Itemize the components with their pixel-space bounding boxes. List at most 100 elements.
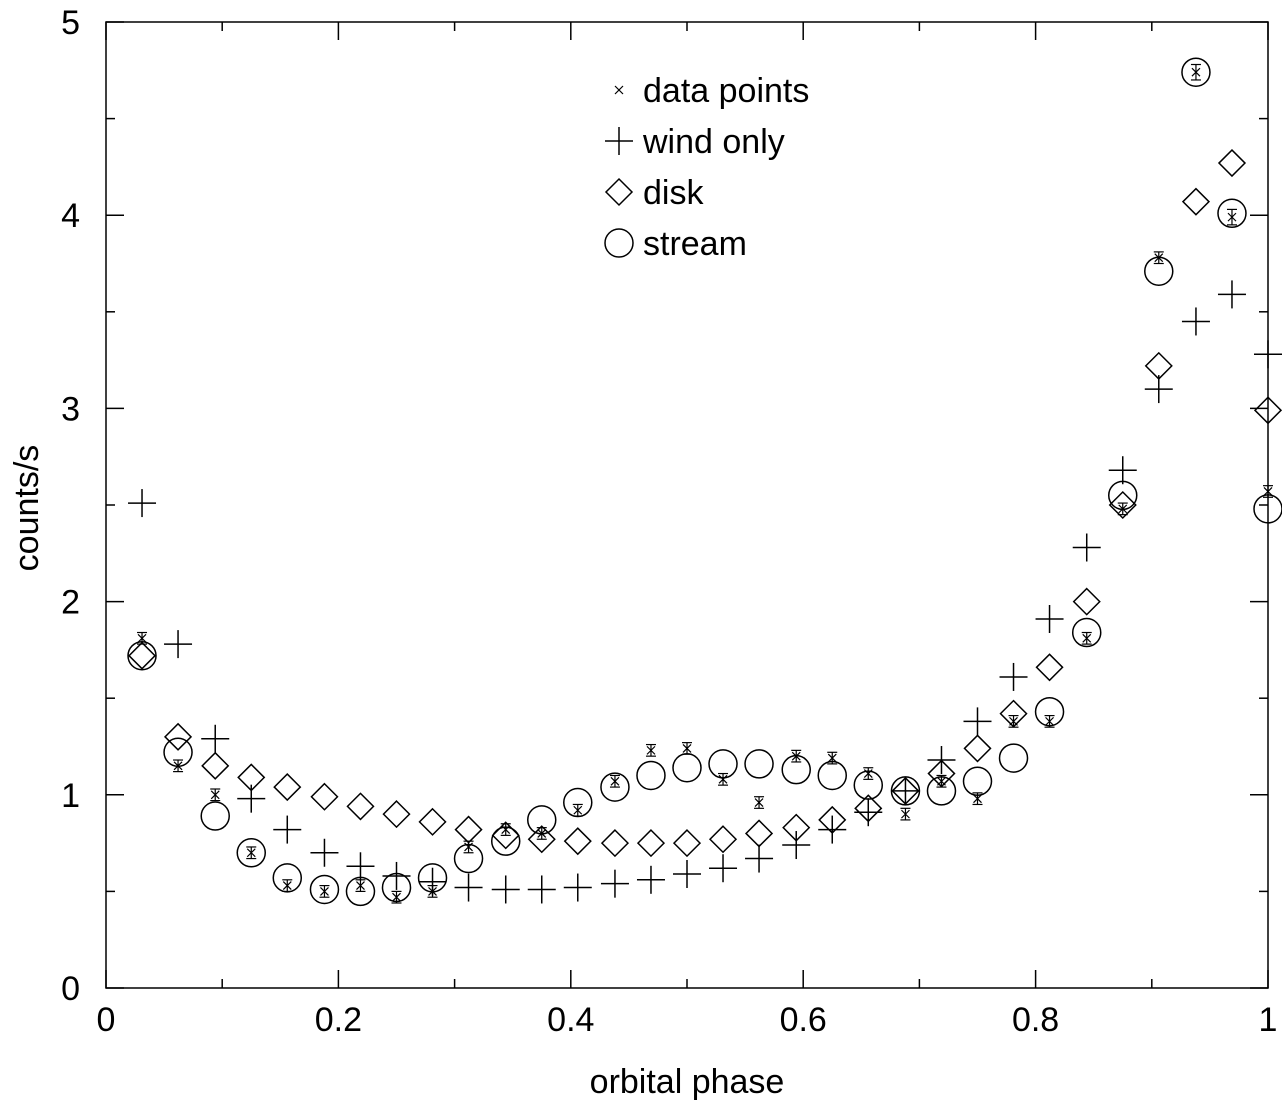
data-point: [963, 707, 992, 736]
data-point: [636, 829, 666, 858]
data-point: [309, 874, 340, 905]
data-point: [1144, 256, 1174, 286]
legend-item: data points: [614, 72, 809, 110]
diamond-shape: [163, 722, 193, 751]
circle-shape: [998, 743, 1029, 773]
data-point: [1071, 617, 1102, 648]
diamond-shape: [201, 751, 230, 780]
data-point: [273, 815, 302, 844]
circle-shape: [527, 805, 557, 835]
data-point: [1108, 490, 1137, 520]
data-point: [210, 788, 221, 802]
x-tick-label: 0.8: [1012, 1001, 1059, 1039]
diamond-shape: [418, 807, 447, 836]
series-wind-only: [128, 280, 1282, 904]
data-point: [491, 875, 520, 904]
data-point: [1217, 148, 1247, 178]
data-point: [745, 844, 774, 873]
data-point: [246, 846, 257, 860]
diamond-shape: [854, 794, 883, 823]
data-point: [417, 863, 448, 893]
y-tick-label: 2: [61, 584, 80, 622]
circle-shape: [600, 772, 630, 802]
diamond-shape: [672, 829, 702, 858]
data-point: [600, 869, 629, 898]
data-point: [319, 885, 330, 898]
data-point: [672, 753, 702, 783]
data-point: [708, 825, 738, 854]
legend-item: wind only: [605, 123, 785, 161]
diamond-shape: [454, 815, 483, 844]
data-point: [273, 773, 302, 802]
data-point: [1072, 533, 1101, 562]
data-point: [1108, 480, 1138, 511]
circle-shape: [1144, 256, 1174, 286]
diamond-shape: [818, 805, 847, 834]
data-point: [718, 772, 729, 786]
data-point: [346, 852, 375, 881]
data-point: [1035, 653, 1064, 682]
data-point: [382, 800, 411, 829]
legend-label: wind only: [642, 123, 785, 161]
data-point: [355, 879, 366, 893]
diamond-shape: [636, 829, 666, 858]
data-point: [673, 860, 701, 889]
data-point: [708, 749, 738, 779]
circle-shape: [345, 876, 376, 907]
circle-shape: [200, 801, 230, 831]
data-point: [744, 749, 774, 779]
data-point: [818, 805, 847, 834]
diamond-shape: [999, 699, 1028, 728]
data-point: [237, 784, 266, 813]
data-point: [127, 640, 157, 671]
data-point: [572, 803, 583, 817]
data-point: [782, 831, 811, 860]
diamond-shape: [600, 829, 630, 858]
circle-shape: [890, 776, 921, 806]
data-point: [890, 776, 921, 806]
legend: data points wind only disk stream: [604, 72, 809, 263]
data-point: [754, 796, 765, 809]
diamond-shape: [891, 776, 920, 805]
data-point: [1008, 714, 1019, 728]
diamond-shape: [1144, 351, 1173, 380]
diamond-shape: [1035, 653, 1064, 682]
data-point: [418, 807, 447, 836]
data-point: [818, 815, 847, 844]
data-point: [709, 854, 738, 883]
data-point: [1181, 307, 1210, 336]
data-point: [645, 743, 656, 757]
diamond-shape: [563, 827, 592, 856]
legend-marker: [614, 85, 624, 95]
circle-shape: [781, 754, 811, 785]
data-point: [346, 792, 375, 821]
data-point: [999, 699, 1028, 728]
x-tick-label: 1: [1259, 1001, 1278, 1039]
data-point: [563, 787, 593, 818]
data-point: [527, 875, 556, 904]
data-point: [1181, 187, 1211, 216]
x-tick-label: 0.4: [547, 1001, 594, 1039]
data-point: [381, 872, 412, 903]
data-point: [1254, 340, 1282, 369]
data-point: [817, 760, 847, 791]
data-point: [1181, 57, 1211, 87]
data-point: [1226, 208, 1237, 226]
legend-marker: [604, 228, 634, 258]
diamond-shape: [127, 641, 157, 670]
diamond-shape: [310, 782, 339, 811]
data-point: [163, 722, 193, 751]
data-point: [310, 782, 339, 811]
data-point: [854, 794, 883, 823]
data-point: [1217, 280, 1246, 309]
x-tick-label: 0.2: [315, 1001, 362, 1039]
circle-shape: [127, 640, 157, 671]
data-point: [963, 734, 992, 763]
diamond-shape: [273, 773, 302, 802]
diamond-shape: [1217, 148, 1247, 178]
data-point: [127, 641, 157, 670]
data-point: [863, 767, 874, 780]
x-axis-title: orbital phase: [590, 1063, 785, 1101]
legend-label: disk: [643, 174, 704, 212]
